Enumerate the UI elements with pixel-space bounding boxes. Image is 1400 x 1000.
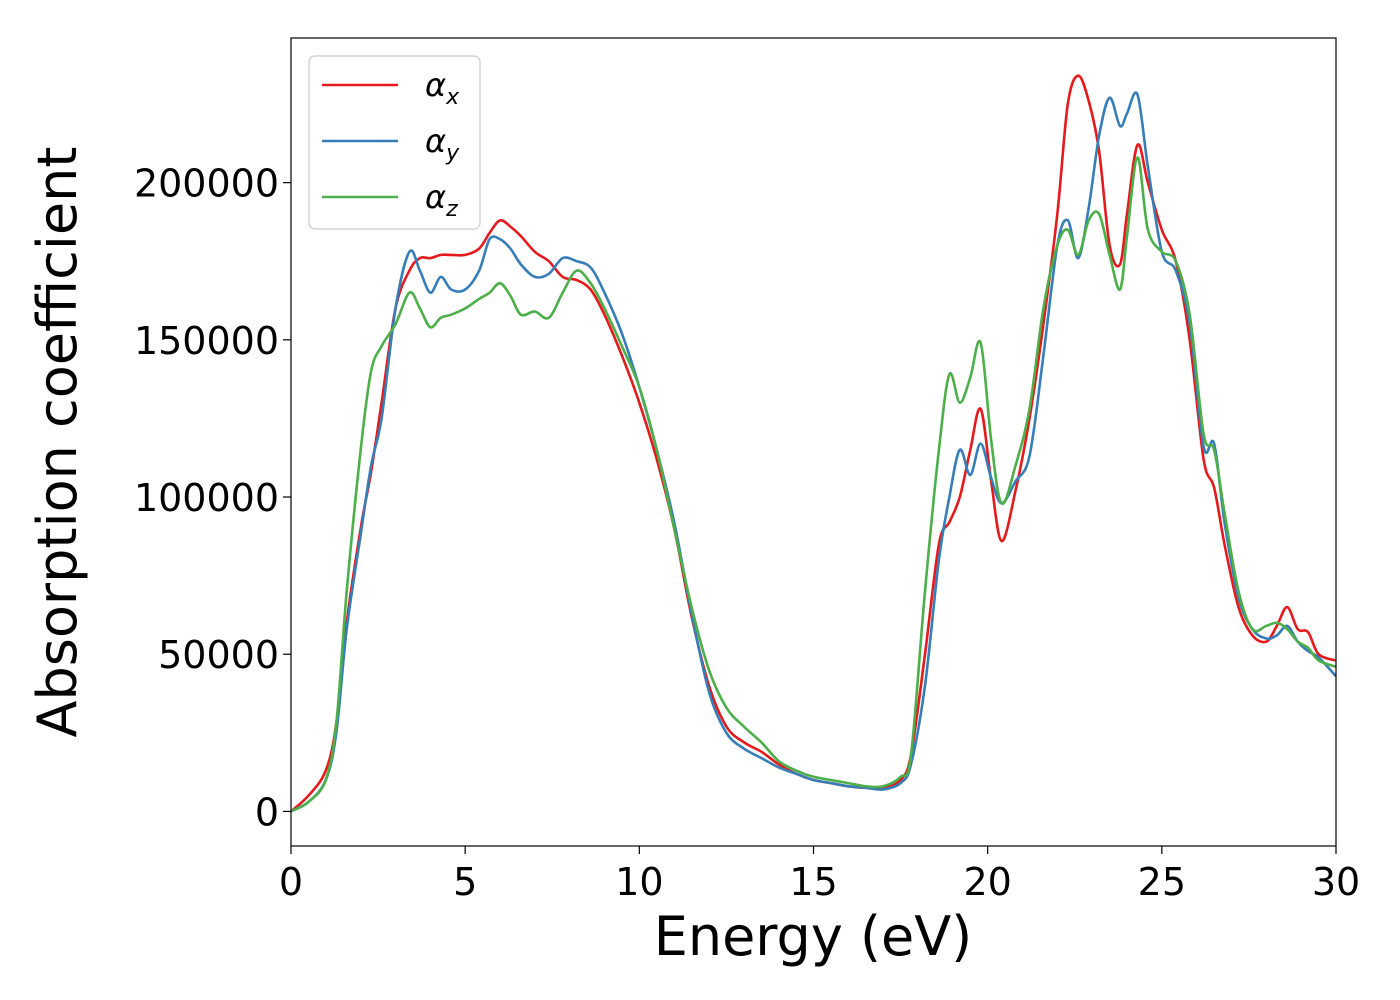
y-axis-title: Absorption coefficient <box>26 147 89 738</box>
legend-label-z: αz <box>425 178 458 222</box>
x-axis-title: Energy (eV) <box>654 905 973 968</box>
y-tick-label: 100000 <box>134 476 279 520</box>
series-lines <box>291 74 1336 813</box>
y-tick-label: 150000 <box>134 319 279 363</box>
x-tick-label: 0 <box>279 860 303 904</box>
x-tick-label: 30 <box>1312 860 1360 904</box>
y-tick-label: 200000 <box>134 162 279 206</box>
x-tick-label: 15 <box>789 860 837 904</box>
legend: αx αy αz <box>308 55 481 230</box>
series-line-z <box>291 156 1336 813</box>
x-tick-label: 20 <box>963 860 1011 904</box>
x-tick-label: 10 <box>615 860 663 904</box>
legend-label-y: αy <box>425 122 460 166</box>
legend-label-x: αx <box>425 66 460 110</box>
y-tick-label: 0 <box>255 790 279 834</box>
y-axis: 0 50000 100000 150000 200000 <box>134 162 291 834</box>
x-axis: 0 5 10 15 20 25 30 <box>279 846 1360 904</box>
y-tick-label: 50000 <box>158 633 279 677</box>
x-tick-label: 5 <box>453 860 477 904</box>
legend-box <box>308 55 481 230</box>
x-tick-label: 25 <box>1138 860 1186 904</box>
series-line-y <box>291 91 1336 813</box>
